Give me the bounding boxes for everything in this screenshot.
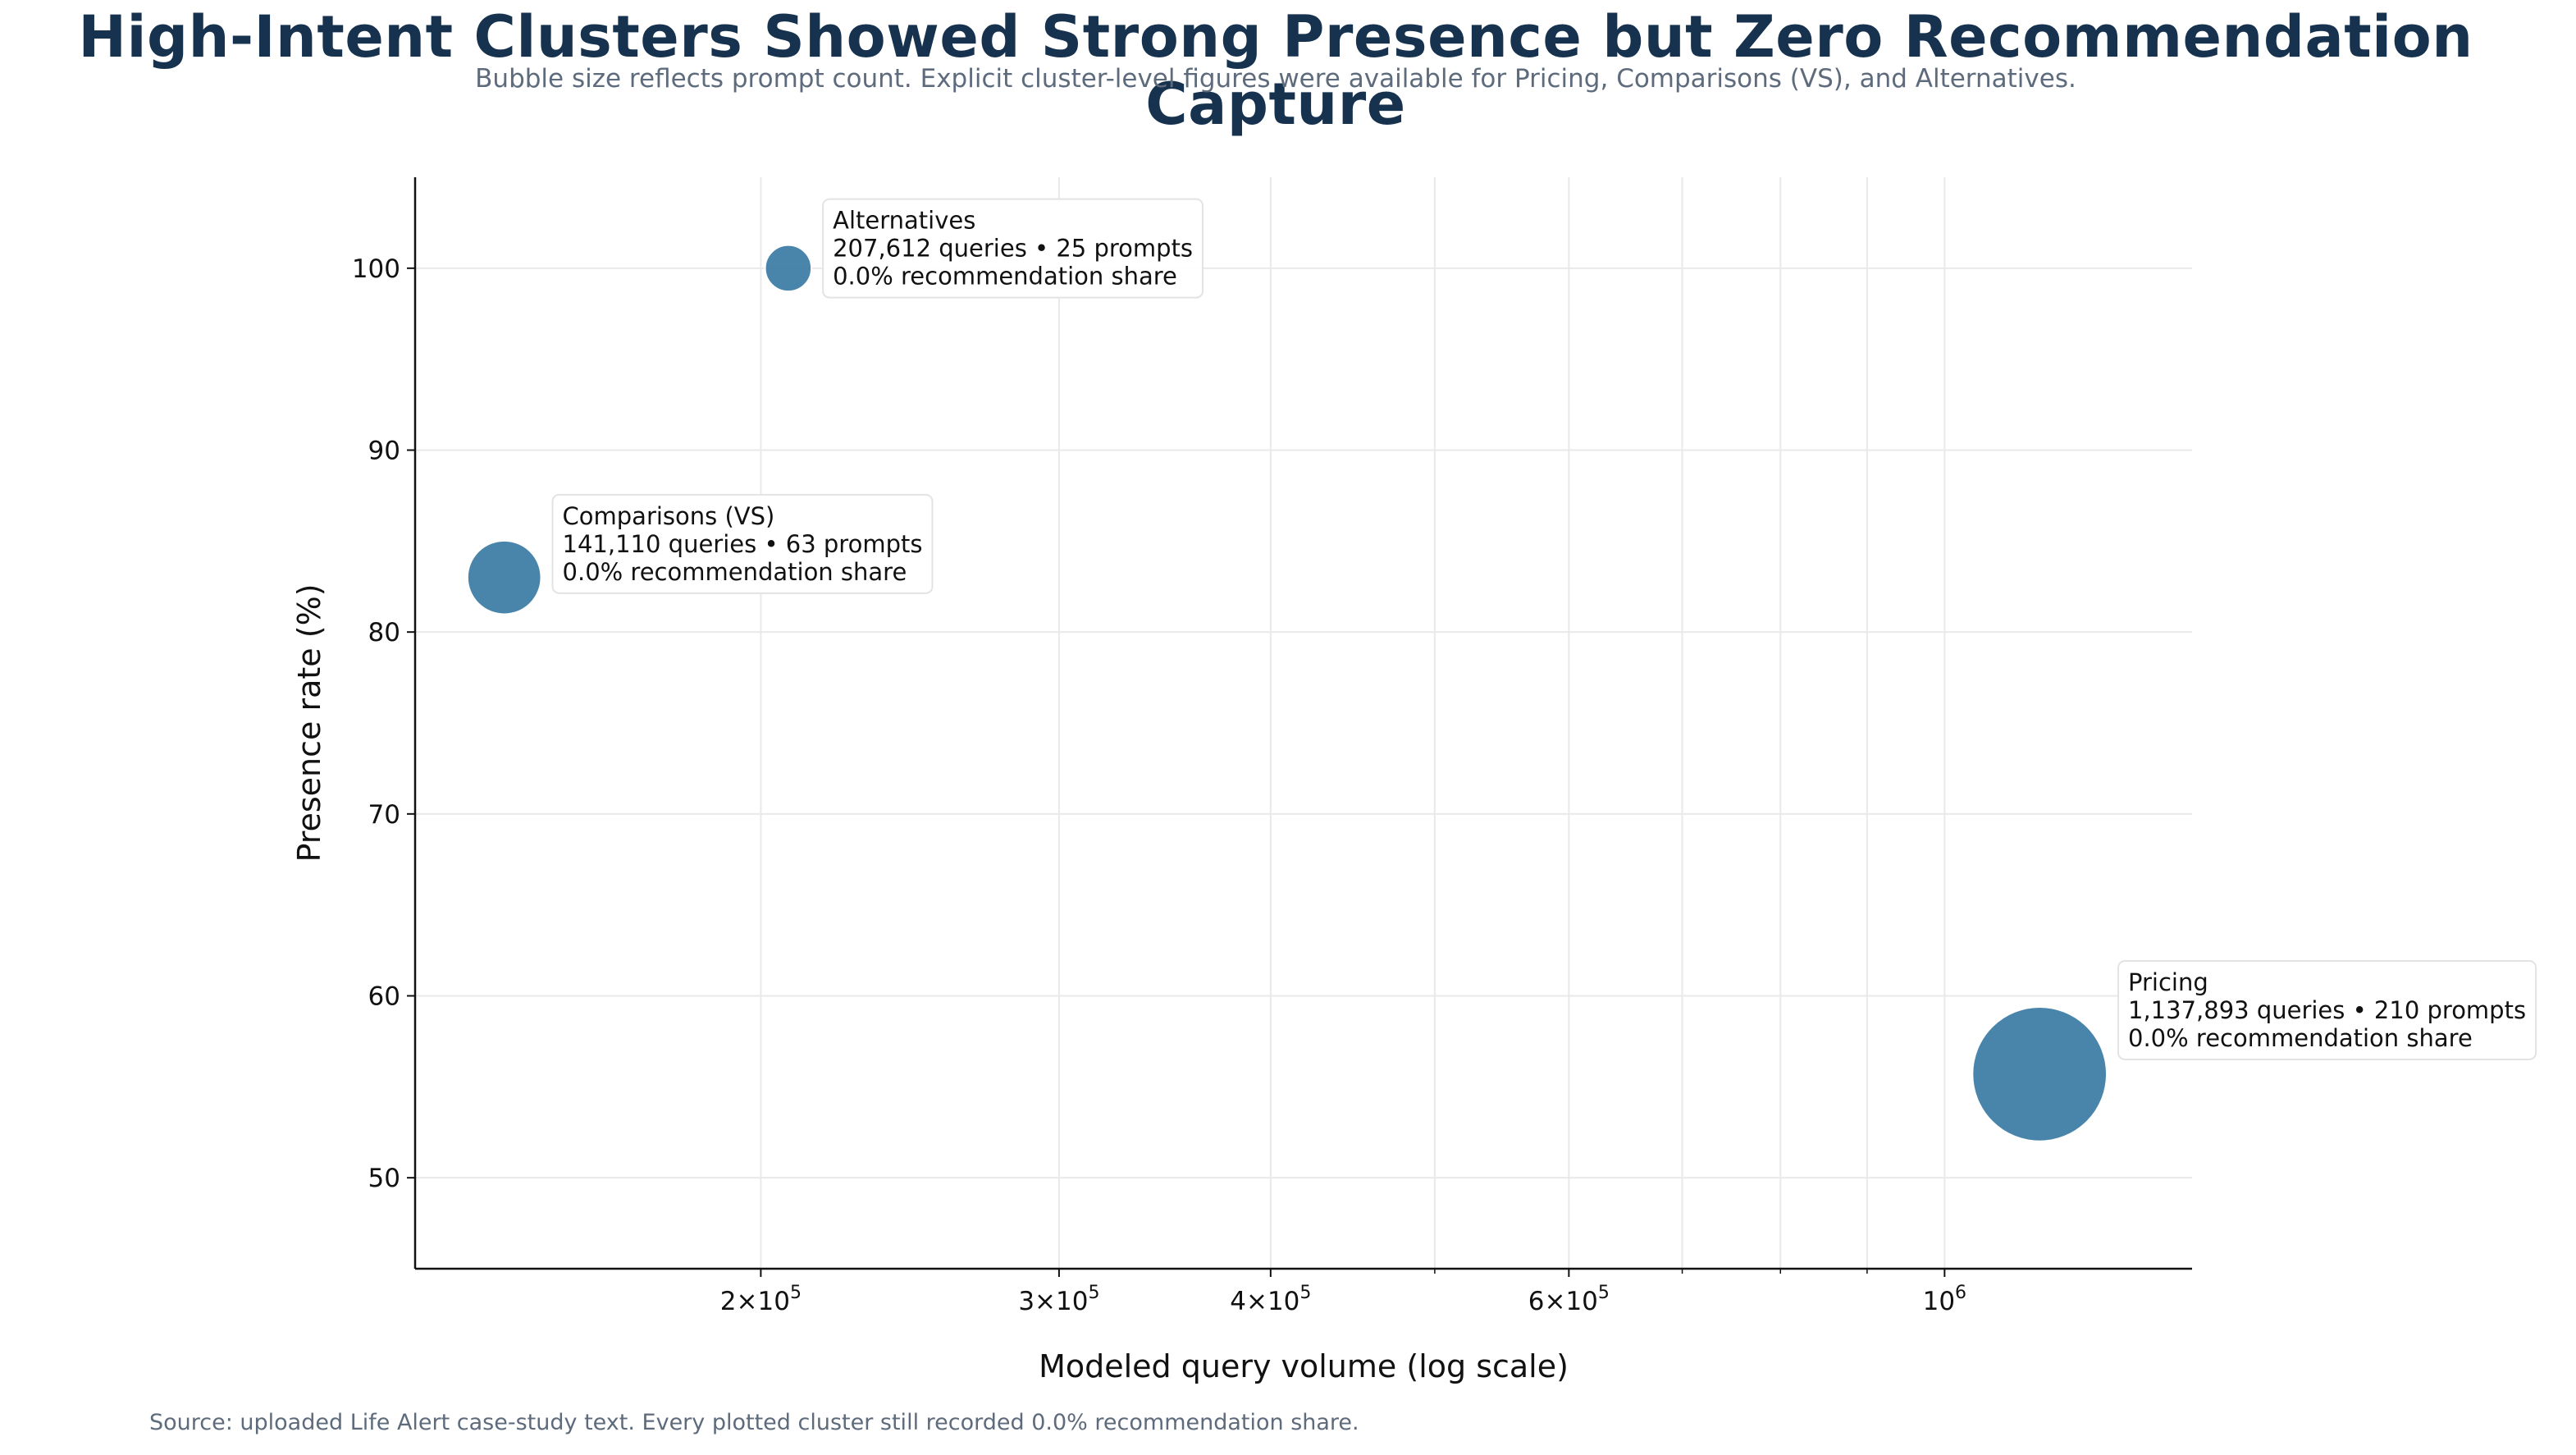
bubbles: [466, 244, 2108, 1142]
annotation-text: 0.0% recommendation share: [563, 558, 907, 586]
y-tick-label: 60: [368, 982, 400, 1012]
annotation-text: Alternatives: [833, 207, 975, 235]
annotation-text: 207,612 queries • 25 prompts: [833, 235, 1193, 263]
y-tick-label: 50: [368, 1164, 400, 1193]
x-tick-label: 106: [1923, 1283, 1966, 1316]
x-tick-label: 3×105: [1018, 1283, 1099, 1316]
y-axis-label: Presence rate (%): [291, 583, 327, 862]
x-tick-label: 2×105: [720, 1283, 802, 1316]
tick-labels: 50 60 70 80 90 100 2×105 3×105 4×105 6×105 106: [352, 254, 1966, 1316]
bubble-comparisons-vs: [466, 539, 542, 615]
x-axis-label: Modeled query volume (log scale): [1039, 1348, 1569, 1384]
bubble-pricing: [1971, 1005, 2108, 1142]
bubble-alternatives: [764, 244, 813, 293]
annotation-box: [551, 493, 934, 594]
axes: [407, 177, 2192, 1277]
annotation-text: 0.0% recommendation share: [2128, 1024, 2473, 1052]
y-tick-label: 90: [368, 437, 400, 466]
annotation-text: 1,137,893 queries • 210 prompts: [2128, 996, 2526, 1024]
chart-title: High-Intent Clusters Showed Strong Prese…: [78, 3, 2473, 138]
annotation-text: 0.0% recommendation share: [833, 263, 1177, 291]
annotation-box: [822, 198, 1204, 299]
x-tick-label: 4×105: [1230, 1283, 1311, 1316]
source-note: Source: uploaded Life Alert case-study t…: [149, 1410, 1359, 1435]
annotation-box: [2117, 959, 2537, 1060]
grid-lines: [415, 177, 2192, 1269]
x-tick-label: 6×105: [1528, 1283, 1610, 1316]
annotation-text: Comparisons (VS): [563, 502, 775, 530]
y-tick-label: 80: [368, 618, 400, 647]
y-tick-label: 100: [352, 254, 400, 284]
annotation-text: Pricing: [2128, 968, 2208, 996]
annotation-text: 141,110 queries • 63 prompts: [563, 530, 923, 558]
y-tick-label: 70: [368, 800, 400, 830]
chart-subtitle: Bubble size reflects prompt count. Expli…: [475, 64, 2076, 94]
